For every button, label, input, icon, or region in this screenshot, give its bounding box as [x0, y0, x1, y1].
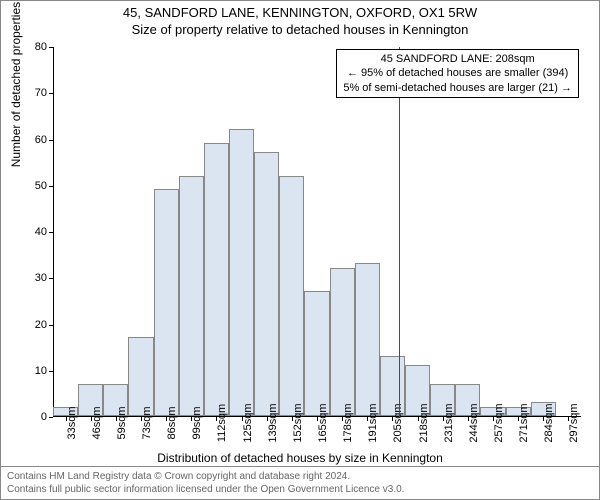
- bar: [330, 268, 355, 416]
- bar: [128, 337, 153, 416]
- x-tick-label: 257sqm: [493, 403, 505, 442]
- x-axis-label: Distribution of detached houses by size …: [1, 451, 599, 465]
- callout-line-3: 5% of semi-detached houses are larger (2…: [343, 81, 572, 95]
- y-tick-label: 40: [35, 226, 47, 238]
- callout-line-2: ← 95% of detached houses are smaller (39…: [343, 66, 572, 80]
- bar: [154, 189, 179, 416]
- chart-container: 45, SANDFORD LANE, KENNINGTON, OXFORD, O…: [0, 0, 600, 500]
- x-tick-label: 231sqm: [443, 403, 455, 442]
- y-tick-label: 0: [41, 411, 47, 423]
- chart-title: 45, SANDFORD LANE, KENNINGTON, OXFORD, O…: [1, 5, 599, 20]
- y-tick: [49, 417, 53, 418]
- footer: Contains HM Land Registry data © Crown c…: [1, 466, 599, 499]
- x-tick-label: 125sqm: [242, 403, 254, 442]
- x-tick-label: 271sqm: [518, 403, 530, 442]
- y-tick: [49, 371, 53, 372]
- y-tick-label: 70: [35, 87, 47, 99]
- x-tick-label: 112sqm: [216, 404, 228, 442]
- plot-area: 0102030405060708033sqm46sqm59sqm73sqm86s…: [53, 47, 581, 417]
- callout-line-1: 45 SANDFORD LANE: 208sqm: [343, 52, 572, 66]
- y-tick: [49, 186, 53, 187]
- chart-subtitle: Size of property relative to detached ho…: [1, 22, 599, 37]
- x-tick-label: 152sqm: [292, 403, 304, 442]
- bar: [179, 176, 204, 417]
- x-tick-label: 284sqm: [543, 403, 555, 442]
- footer-line-1: Contains HM Land Registry data © Crown c…: [7, 470, 593, 483]
- x-tick-label: 86sqm: [166, 406, 178, 439]
- y-tick: [49, 93, 53, 94]
- x-tick-label: 139sqm: [267, 403, 279, 442]
- y-tick-label: 30: [35, 272, 47, 284]
- y-tick-label: 80: [35, 41, 47, 53]
- y-tick: [49, 140, 53, 141]
- x-tick-label: 46sqm: [91, 406, 103, 439]
- reference-line: [399, 47, 400, 417]
- x-tick-label: 191sqm: [367, 403, 379, 442]
- x-tick-label: 73sqm: [141, 406, 153, 439]
- footer-line-2: Contains full public sector information …: [7, 483, 593, 496]
- x-tick-label: 297sqm: [568, 403, 580, 442]
- bar: [204, 143, 229, 416]
- x-tick-label: 178sqm: [342, 403, 354, 442]
- bar: [304, 291, 329, 416]
- y-tick-label: 10: [35, 365, 47, 377]
- y-tick-label: 50: [35, 180, 47, 192]
- x-tick-label: 99sqm: [191, 406, 203, 439]
- y-tick: [49, 325, 53, 326]
- y-tick: [49, 278, 53, 279]
- x-tick-label: 165sqm: [317, 403, 329, 442]
- y-tick-label: 20: [35, 319, 47, 331]
- bar: [355, 263, 380, 416]
- y-tick: [49, 232, 53, 233]
- x-tick-label: 59sqm: [116, 406, 128, 439]
- x-tick-label: 33sqm: [66, 406, 78, 439]
- callout-box: 45 SANDFORD LANE: 208sqm← 95% of detache…: [336, 49, 579, 98]
- y-axis: [53, 47, 54, 417]
- bar: [279, 176, 304, 417]
- y-tick-label: 60: [35, 134, 47, 146]
- x-tick-label: 218sqm: [418, 403, 430, 442]
- bar: [254, 152, 279, 416]
- bar: [229, 129, 254, 416]
- y-tick: [49, 47, 53, 48]
- y-axis-label: Number of detached properties: [9, 2, 23, 167]
- x-tick-label: 244sqm: [468, 403, 480, 442]
